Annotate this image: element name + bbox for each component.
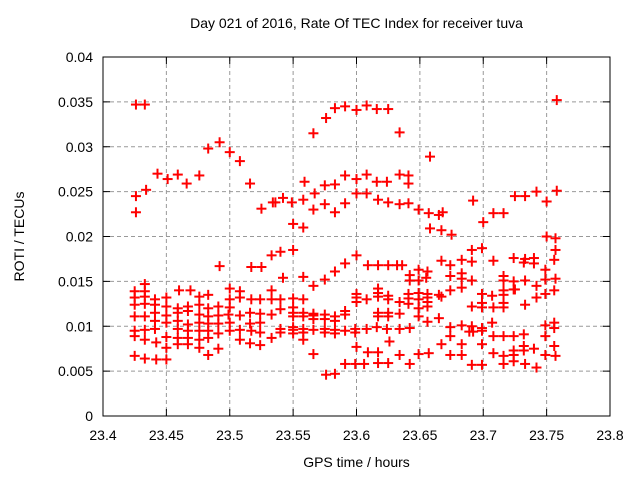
y-tick-label: 0.005 <box>58 363 93 379</box>
x-axis-label: GPS time / hours <box>303 454 410 470</box>
y-tick-label: 0.035 <box>58 94 93 110</box>
x-tick-label: 23.65 <box>402 427 437 443</box>
x-tick-label: 23.5 <box>216 427 243 443</box>
x-tick-label: 23.6 <box>343 427 370 443</box>
y-axis-label: ROTI / TECUs <box>11 192 27 282</box>
y-tick-label: 0.04 <box>66 49 93 65</box>
y-tick-label: 0.03 <box>66 139 93 155</box>
x-tick-label: 23.4 <box>89 427 116 443</box>
x-tick-label: 23.7 <box>470 427 497 443</box>
plot-border <box>102 56 611 417</box>
y-tick-label: 0.01 <box>66 318 93 334</box>
x-tick-label: 23.45 <box>149 427 184 443</box>
x-tick-label: 23.75 <box>529 427 564 443</box>
x-tick-label: 23.8 <box>596 427 623 443</box>
y-tick-label: 0.015 <box>58 273 93 289</box>
chart-title: Day 021 of 2016, Rate Of TEC Index for r… <box>190 15 523 31</box>
y-tick-label: 0 <box>85 408 93 424</box>
x-tick-label: 23.55 <box>276 427 311 443</box>
y-tick-label: 0.025 <box>58 184 93 200</box>
y-tick-label: 0.02 <box>66 229 93 245</box>
